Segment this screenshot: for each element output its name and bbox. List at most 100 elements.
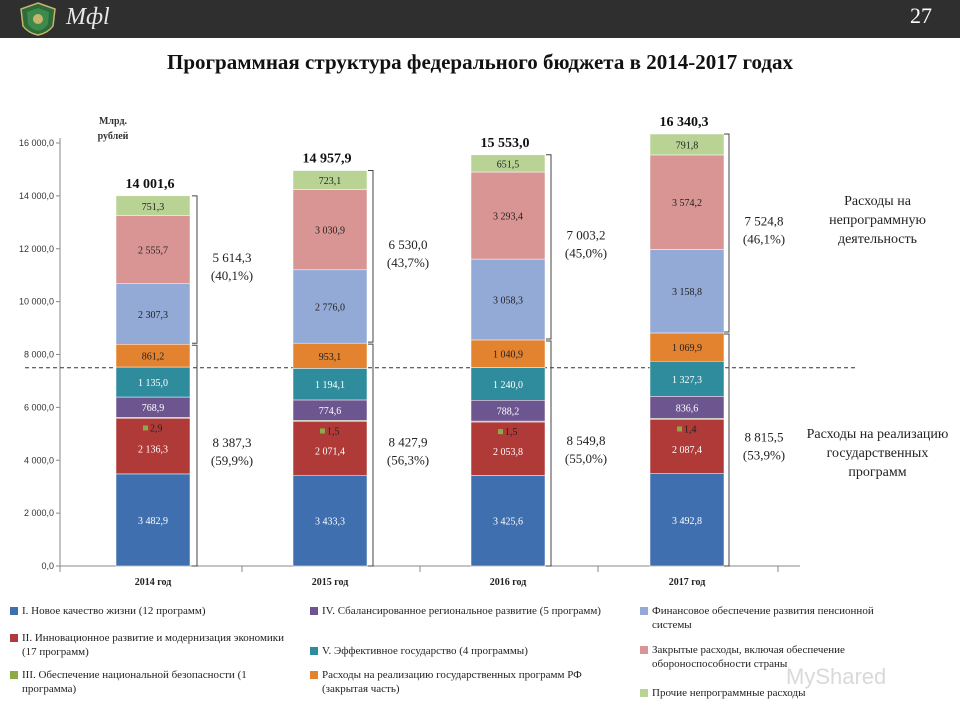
legend-swatch bbox=[640, 646, 648, 654]
x-tick-label: 2014 год bbox=[135, 577, 172, 588]
x-tick-label: 2016 год bbox=[490, 577, 527, 588]
bar-value-label: 751,3 bbox=[142, 202, 165, 213]
y-tick-label: 10 000,0 bbox=[19, 297, 54, 307]
program-brace bbox=[192, 345, 197, 566]
bar-value-label: 3 425,6 bbox=[493, 517, 523, 528]
bar-value-label: 3 058,3 bbox=[493, 296, 523, 307]
y-tick-label: 6 000,0 bbox=[24, 402, 54, 412]
legend-swatch bbox=[310, 671, 318, 679]
bar-total-label: 14 001,6 bbox=[126, 177, 175, 192]
bar-value-label: 3 433,3 bbox=[315, 517, 345, 528]
y-tick-label: 16 000,0 bbox=[19, 138, 54, 148]
bar-value-label: 2 307,3 bbox=[138, 310, 168, 321]
program-brace bbox=[546, 341, 551, 566]
legend-swatch bbox=[10, 634, 18, 642]
legend-label: Финансовое обеспечение развития пенсионн… bbox=[652, 604, 880, 632]
bar-value-label: 1,5 bbox=[327, 426, 340, 437]
bar-value-label: 2,9 bbox=[150, 423, 163, 434]
nonprogram-total-value: 7 524,8 bbox=[745, 213, 784, 228]
y-tick-label: 14 000,0 bbox=[19, 191, 54, 201]
program-total-share: (55,0%) bbox=[565, 451, 607, 466]
legend-swatch bbox=[310, 607, 318, 615]
bar-value-label: 2 071,4 bbox=[315, 447, 345, 458]
legend-label: Прочие непрограммные расходы bbox=[652, 686, 805, 700]
bar-value-label: 2 053,8 bbox=[493, 447, 523, 458]
legend-label: I. Новое качество жизни (12 программ) bbox=[22, 604, 206, 618]
program-brace bbox=[724, 334, 729, 566]
legend-label: II. Инновационное развитие и модернизаци… bbox=[22, 631, 295, 659]
bar-value-label: 1 240,0 bbox=[493, 380, 523, 391]
y-axis-label: Млрд. bbox=[99, 116, 128, 127]
y-tick-label: 12 000,0 bbox=[19, 244, 54, 254]
nonprogram-total-value: 5 614,3 bbox=[213, 250, 252, 265]
bar-value-label: 3 030,9 bbox=[315, 226, 345, 237]
bar-value-label: 3 492,8 bbox=[672, 516, 702, 527]
bar-total-label: 15 553,0 bbox=[481, 136, 530, 151]
legend-swatch bbox=[10, 671, 18, 679]
nonprogram-total-share: (45,0%) bbox=[565, 245, 607, 260]
bar-value-label: 953,1 bbox=[319, 352, 342, 363]
nonprogram-note: Расходы на непрограммную деятельность bbox=[800, 192, 955, 249]
bar-value-label: 651,5 bbox=[497, 159, 520, 170]
nonprogram-brace bbox=[368, 171, 373, 343]
bar-value-label: 1,4 bbox=[684, 424, 697, 435]
legend-label: IV. Сбалансированное региональное развит… bbox=[322, 604, 601, 618]
bar-value-label: 788,2 bbox=[497, 407, 520, 418]
stacked-bar-chart: 0,0 2 000,0 4 000,0 6 000,0 8 000,0 10 000,0 1… bbox=[0, 0, 960, 600]
bar-value-label: 1 069,9 bbox=[672, 343, 702, 354]
bar-value-label: 2 555,7 bbox=[138, 245, 168, 256]
bar-value-label: 836,6 bbox=[676, 403, 699, 414]
nonprogram-total-value: 7 003,2 bbox=[567, 227, 606, 242]
y-tick-label: 0,0 bbox=[41, 561, 54, 571]
legend-swatch bbox=[10, 607, 18, 615]
bar-value-label: 2 136,3 bbox=[138, 445, 168, 456]
nonprogram-brace bbox=[724, 134, 729, 332]
bar-value-label: 3 574,2 bbox=[672, 198, 702, 209]
program-total-share: (53,9%) bbox=[743, 447, 785, 462]
legend-label: V. Эффективное государство (4 программы) bbox=[322, 644, 528, 658]
bar-value-label: 774,6 bbox=[319, 406, 342, 417]
bar-total-label: 16 340,3 bbox=[660, 115, 709, 130]
bar-value-label: 3 482,9 bbox=[138, 516, 168, 527]
bar-total-label: 14 957,9 bbox=[303, 152, 352, 167]
program-total-share: (59,9%) bbox=[211, 453, 253, 468]
nonprogram-total-share: (40,1%) bbox=[211, 268, 253, 283]
program-note: Расходы на реализацию государственных пр… bbox=[800, 425, 955, 482]
x-tick-label: 2017 год bbox=[669, 577, 706, 588]
program-total-value: 8 815,5 bbox=[745, 429, 784, 444]
bar-value-label: 3 293,4 bbox=[493, 212, 523, 223]
program-total-value: 8 549,8 bbox=[567, 433, 606, 448]
y-tick-label: 8 000,0 bbox=[24, 350, 54, 360]
bar-value-label: 3 158,8 bbox=[672, 287, 702, 298]
bar-value-label: 2 776,0 bbox=[315, 302, 345, 313]
y-tick-label: 2 000,0 bbox=[24, 508, 54, 518]
bar-value-label: 2 087,4 bbox=[672, 445, 702, 456]
bar-value-label: 791,8 bbox=[676, 140, 699, 151]
legend-swatch bbox=[640, 607, 648, 615]
bar-value-label: 1 194,1 bbox=[315, 380, 345, 391]
nonprogram-total-value: 6 530,0 bbox=[389, 237, 428, 252]
bar-value-label: 723,1 bbox=[319, 176, 342, 187]
bar-value-label: 1 040,9 bbox=[493, 350, 523, 361]
small-segment-marker bbox=[498, 429, 503, 434]
program-total-value: 8 427,9 bbox=[389, 435, 428, 450]
bar-value-label: 1 327,3 bbox=[672, 375, 702, 386]
y-axis-label: рублей bbox=[98, 131, 129, 142]
legend-label: Расходы на реализацию государственных пр… bbox=[322, 668, 610, 696]
bar-value-label: 861,2 bbox=[142, 352, 165, 363]
legend-swatch bbox=[640, 689, 648, 697]
legend-swatch bbox=[310, 647, 318, 655]
program-total-value: 8 387,3 bbox=[213, 435, 252, 450]
small-segment-marker bbox=[143, 425, 148, 430]
y-tick-label: 4 000,0 bbox=[24, 455, 54, 465]
nonprogram-brace bbox=[546, 155, 551, 339]
x-tick-label: 2015 год bbox=[312, 577, 349, 588]
nonprogram-total-share: (43,7%) bbox=[387, 255, 429, 270]
bar-value-label: 1,5 bbox=[505, 427, 518, 438]
nonprogram-total-share: (46,1%) bbox=[743, 231, 785, 246]
bar-value-label: 1 135,0 bbox=[138, 378, 168, 389]
chart-legend: I. Новое качество жизни (12 программ) II.… bbox=[10, 604, 955, 716]
nonprogram-brace bbox=[192, 196, 197, 343]
small-segment-marker bbox=[320, 428, 325, 433]
small-segment-marker bbox=[677, 426, 682, 431]
